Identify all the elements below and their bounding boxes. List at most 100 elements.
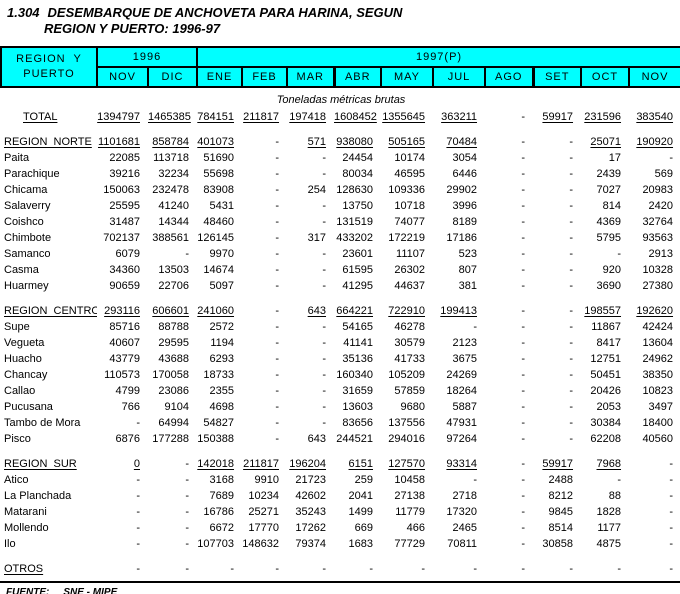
value-cell: 3675 [433, 351, 485, 367]
tonnage-value: 664221 [336, 305, 374, 317]
value-cell: 17186 [433, 230, 485, 246]
value-cell: 1608452 [334, 109, 381, 125]
nil-value: - [569, 232, 574, 244]
row-label: OTROS [1, 561, 97, 577]
tonnage-value: 17320 [446, 506, 478, 518]
tonnage-value: 5795 [596, 232, 622, 244]
value-cell: 606601 [148, 303, 197, 319]
value-cell: 6876 [97, 431, 148, 447]
nil-value: - [669, 563, 674, 575]
tonnage-value: 259 [354, 474, 374, 486]
value-cell: 77729 [381, 536, 433, 552]
value-cell: 7689 [197, 488, 242, 504]
tonnage-value: 41733 [394, 353, 426, 365]
value-cell: 39216 [97, 166, 148, 182]
value-cell: - [485, 536, 533, 552]
value-cell: 32764 [629, 214, 680, 230]
value-cell: 127570 [381, 456, 433, 472]
value-cell: 3054 [433, 150, 485, 166]
nil-value: - [322, 216, 327, 228]
page-title: 1.304 DESEMBARQUE DE ANCHOVETA PARA HARIN… [0, 0, 680, 37]
tonnage-value: 363211 [441, 111, 478, 123]
tonnage-value: 83656 [342, 417, 374, 429]
value-cell: 10328 [629, 262, 680, 278]
value-cell: 192620 [629, 303, 680, 319]
nil-value: - [521, 522, 526, 534]
col-header-dic-1996: DIC [146, 66, 199, 88]
tonnage-value: 24454 [342, 152, 374, 164]
row-label: Huacho [1, 351, 97, 367]
tonnage-value: 25271 [248, 506, 280, 518]
value-cell: - [533, 561, 581, 577]
tonnage-value: 170058 [152, 369, 190, 381]
tonnage-value: 569 [654, 168, 674, 180]
value-cell: - [533, 230, 581, 246]
nil-value: - [136, 417, 140, 429]
row-label: Casma [1, 262, 97, 278]
value-cell: 31487 [97, 214, 148, 230]
value-cell: 24962 [629, 351, 680, 367]
value-cell: - [287, 351, 334, 367]
tonnage-value: 6293 [209, 353, 235, 365]
tonnage-value: 3497 [648, 401, 674, 413]
value-cell: - [485, 456, 533, 472]
value-cell: - [485, 561, 533, 577]
title-text: DESEMBARQUE DE ANCHOVETA PARA HARINA, SE… [47, 5, 403, 20]
row-label-text: Tambo de Mora [4, 417, 81, 429]
tonnage-value: 23601 [342, 248, 374, 260]
value-cell: - [287, 399, 334, 415]
nil-value: - [322, 264, 327, 276]
value-cell: 11107 [381, 246, 433, 262]
tonnage-value: 22706 [158, 280, 190, 292]
value-cell: 70484 [433, 134, 485, 150]
tonnage-value: 643 [307, 305, 327, 317]
row-label: Huarmey [1, 278, 97, 294]
nil-value: - [322, 385, 327, 397]
nil-value: - [275, 232, 280, 244]
nil-value: - [569, 369, 574, 381]
tonnage-value: 88788 [158, 321, 190, 333]
tonnage-value: 702137 [103, 232, 140, 244]
value-cell: 3996 [433, 198, 485, 214]
tonnage-value: 57859 [394, 385, 426, 397]
tonnage-value: 1101681 [97, 136, 140, 148]
units-note-row: Toneladas métricas brutas [1, 87, 680, 109]
table-row-total: TOTAL 1394797 1465385 784151 211817 197418 160… [1, 109, 680, 125]
value-cell: - [197, 561, 242, 577]
value-cell: 41295 [334, 278, 381, 294]
tonnage-value: 109336 [388, 184, 426, 196]
value-cell: 3690 [581, 278, 629, 294]
tonnage-value: 41141 [343, 337, 374, 349]
tonnage-value: 254 [307, 184, 327, 196]
value-cell: 664221 [334, 303, 381, 319]
tonnage-value: 90659 [109, 280, 140, 292]
tonnage-value: 1177 [597, 522, 622, 534]
value-cell: - [485, 488, 533, 504]
tonnage-value: 2465 [452, 522, 478, 534]
tonnage-value: 10234 [248, 490, 280, 502]
tonnage-value: 177288 [152, 433, 190, 445]
tonnage-value: 62208 [590, 433, 622, 445]
nil-value: - [275, 305, 280, 317]
value-cell: - [287, 383, 334, 399]
value-cell: 18400 [629, 415, 680, 431]
row-label-text: REGION CENTRO [4, 305, 97, 317]
value-cell: 8189 [433, 214, 485, 230]
col-header-oct: OCT [580, 66, 631, 88]
nil-value: - [521, 184, 526, 196]
value-cell: 30579 [381, 335, 433, 351]
row-label: REGION SUR [1, 456, 97, 472]
nil-value: - [521, 280, 526, 292]
nil-value: - [617, 563, 622, 575]
value-cell: - [485, 367, 533, 383]
value-cell: 64994 [148, 415, 197, 431]
value-cell: - [629, 561, 680, 577]
tonnage-value: 606601 [152, 305, 190, 317]
row-label-text: Atico [4, 474, 29, 486]
value-cell: - [381, 561, 433, 577]
tonnage-value: 43688 [158, 353, 190, 365]
tonnage-value: 20426 [590, 385, 622, 397]
value-cell: - [533, 182, 581, 198]
col-header-nov-1997: NOV [628, 66, 680, 88]
value-cell: 47931 [433, 415, 485, 431]
